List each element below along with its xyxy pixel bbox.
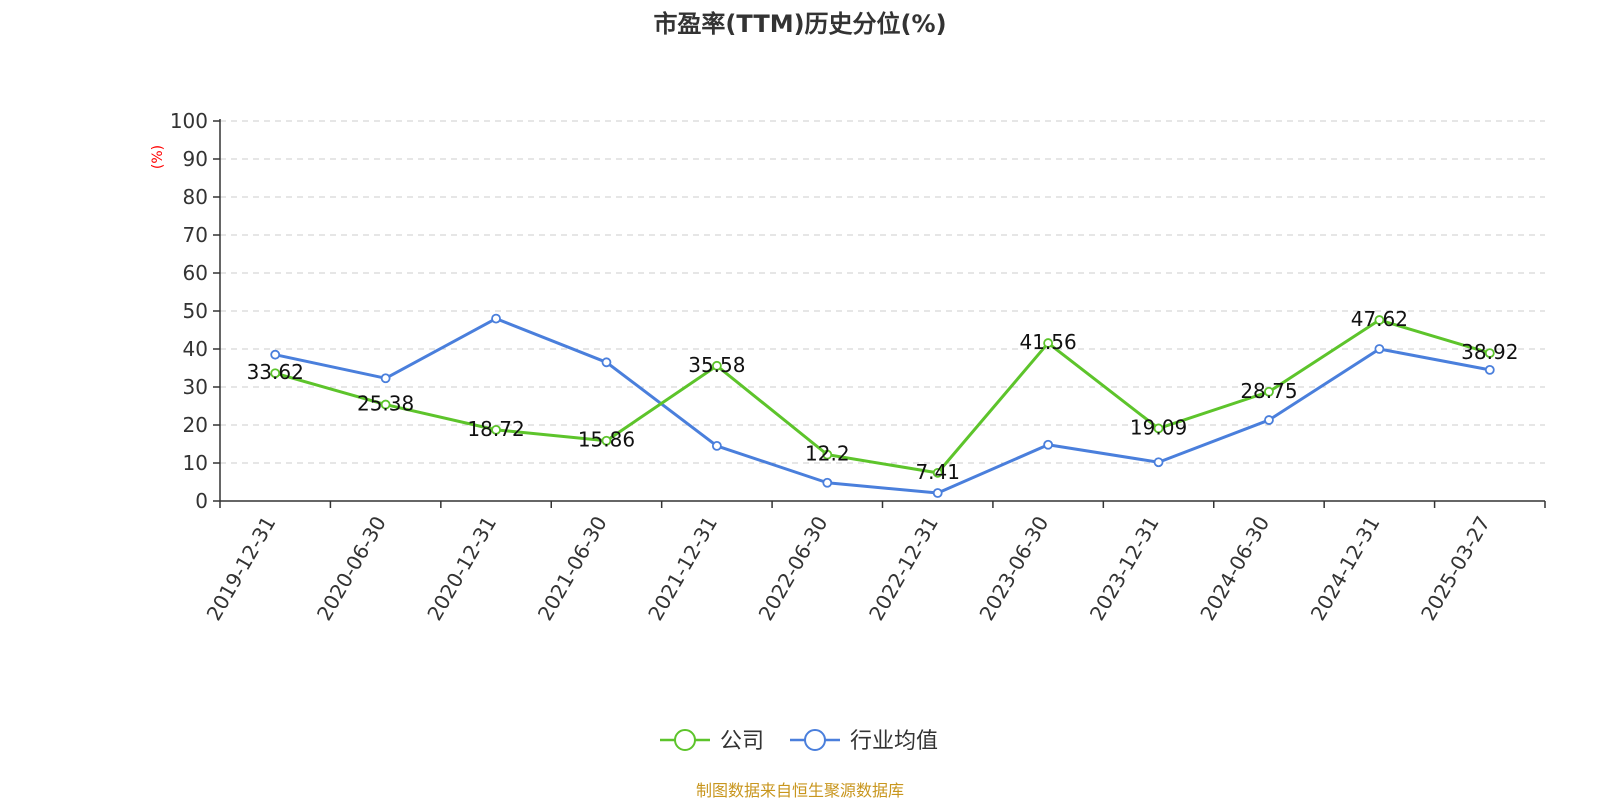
data-label-company-5: 12.2	[805, 442, 850, 466]
series-lines	[270, 313, 1495, 498]
y-tick-label-90: 90	[183, 147, 208, 171]
data-point-industry-4[interactable]	[711, 440, 722, 451]
data-point-industry-8[interactable]	[1153, 457, 1164, 468]
x-tick-label-2023-12-31: 2023-12-31	[1085, 512, 1164, 625]
data-point-industry-7[interactable]	[1043, 439, 1054, 450]
data-label-company-8: 19.09	[1130, 415, 1187, 439]
series-line-company	[274, 318, 1491, 475]
x-tick-label-2024-12-31: 2024-12-31	[1306, 512, 1385, 625]
y-tick-label-80: 80	[183, 185, 208, 209]
y-tick-label-0: 0	[195, 489, 208, 513]
data-label-company-9: 28.75	[1240, 379, 1297, 403]
legend-company-label: 公司	[720, 729, 764, 754]
legend-item-company[interactable]: 公司	[660, 729, 764, 754]
legend: 公司 行业均值	[660, 729, 938, 754]
y-tick-label-70: 70	[183, 223, 208, 247]
y-axis-label: (%)	[150, 145, 166, 169]
y-tick-label-40: 40	[183, 337, 208, 361]
x-tick-label-2021-06-30: 2021-06-30	[533, 512, 612, 625]
x-tick-label-2025-03-27: 2025-03-27	[1416, 512, 1495, 625]
data-point-industry-3[interactable]	[601, 357, 612, 368]
data-label-company-11: 38.92	[1461, 340, 1518, 364]
x-tick-label-2019-12-31: 2019-12-31	[202, 512, 281, 625]
data-point-industry-0[interactable]	[270, 349, 281, 360]
data-point-company-1[interactable]	[380, 399, 391, 410]
data-label-company-6: 7.41	[915, 460, 960, 484]
data-point-company-3[interactable]	[601, 435, 612, 446]
y-tick-label-60: 60	[183, 261, 208, 285]
axes: 0 10 20 30 40 50 60 70 80 90 100 2019-12-31 2020-06-…	[170, 109, 1546, 625]
legend-company-marker	[674, 729, 696, 751]
data-source-note: 制图数据来自恒生聚源数据库	[696, 781, 904, 800]
data-labels: 33.62 25.38 18.72 15.86 35.58 12.2 7.41 41.56 19…	[247, 307, 1519, 484]
data-point-company-0[interactable]	[270, 368, 281, 379]
data-point-industry-9[interactable]	[1264, 415, 1274, 425]
series-line-industry-average	[274, 317, 1491, 495]
data-point-company-4[interactable]	[711, 360, 722, 371]
y-tick-label-20: 20	[183, 413, 208, 437]
data-point-industry-5[interactable]	[822, 477, 833, 488]
y-tick-label-30: 30	[183, 375, 208, 399]
data-point-industry-1[interactable]	[380, 373, 391, 384]
data-label-company-1: 25.38	[357, 392, 414, 416]
y-tick-label-100: 100	[170, 109, 208, 133]
data-label-company-0: 33.62	[247, 360, 304, 384]
legend-item-industry-average[interactable]: 行业均值	[790, 729, 938, 754]
data-point-company-10[interactable]	[1374, 315, 1385, 325]
y-tick-label-50: 50	[183, 299, 208, 323]
data-point-company-6[interactable]	[932, 467, 943, 478]
data-point-industry-2[interactable]	[491, 313, 501, 324]
legend-industry-label: 行业均值	[850, 729, 938, 754]
data-label-company-7: 41.56	[1019, 330, 1076, 354]
data-point-company-7[interactable]	[1043, 338, 1054, 348]
data-point-industry-6[interactable]	[932, 488, 943, 498]
x-tick-label-2024-06-30: 2024-06-30	[1195, 512, 1274, 625]
x-tick-label-2020-06-30: 2020-06-30	[312, 512, 391, 625]
data-label-company-10: 47.62	[1351, 307, 1408, 331]
data-point-company-11[interactable]	[1484, 348, 1495, 359]
chart-title: 市盈率(TTM)历史分位(%)	[653, 10, 946, 38]
x-tick-label-2023-06-30: 2023-06-30	[974, 512, 1053, 625]
data-point-company-9[interactable]	[1264, 386, 1274, 397]
data-point-industry-11[interactable]	[1484, 364, 1495, 375]
x-tick-label-2022-06-30: 2022-06-30	[754, 512, 833, 625]
y-tick-label-10: 10	[183, 451, 208, 475]
data-point-company-2[interactable]	[491, 424, 501, 435]
data-point-company-8[interactable]	[1153, 423, 1164, 434]
x-tick-label-2020-12-31: 2020-12-31	[422, 512, 501, 625]
data-point-industry-10[interactable]	[1374, 344, 1385, 354]
x-tick-label-2021-12-31: 2021-12-31	[643, 512, 722, 625]
data-label-company-4: 35.58	[688, 353, 745, 377]
legend-industry-marker	[804, 729, 826, 751]
data-label-company-2: 18.72	[467, 417, 524, 441]
data-label-company-3: 15.86	[578, 428, 635, 452]
x-tick-label-2022-12-31: 2022-12-31	[864, 512, 943, 625]
data-point-company-5[interactable]	[822, 449, 833, 460]
